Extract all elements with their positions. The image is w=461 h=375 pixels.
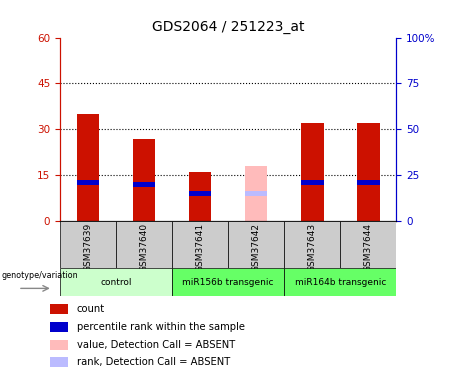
Bar — [245, 166, 267, 221]
Bar — [301, 123, 324, 221]
Bar — [284, 268, 396, 296]
Bar — [301, 180, 324, 185]
Bar — [357, 180, 379, 185]
Bar — [133, 182, 155, 187]
Bar — [60, 268, 172, 296]
Bar — [228, 221, 284, 268]
Bar — [245, 191, 267, 196]
Text: percentile rank within the sample: percentile rank within the sample — [77, 322, 244, 332]
Bar — [116, 221, 172, 268]
Bar — [189, 191, 211, 196]
Text: control: control — [100, 278, 132, 286]
Text: GSM37641: GSM37641 — [195, 223, 205, 272]
Text: GSM37640: GSM37640 — [140, 223, 148, 272]
Text: count: count — [77, 304, 105, 314]
Bar — [77, 180, 99, 185]
Bar — [77, 114, 99, 221]
Bar — [50, 304, 68, 314]
Bar — [357, 123, 379, 221]
Text: GSM37644: GSM37644 — [364, 223, 373, 272]
Text: GSM37639: GSM37639 — [83, 223, 93, 272]
Text: GSM37643: GSM37643 — [308, 223, 317, 272]
Title: GDS2064 / 251223_at: GDS2064 / 251223_at — [152, 20, 304, 34]
Bar — [172, 268, 284, 296]
Text: value, Detection Call = ABSENT: value, Detection Call = ABSENT — [77, 339, 235, 350]
Text: miR156b transgenic: miR156b transgenic — [183, 278, 274, 286]
Bar — [284, 221, 340, 268]
Bar — [50, 339, 68, 350]
Text: genotype/variation: genotype/variation — [1, 272, 78, 280]
Text: GSM37642: GSM37642 — [252, 223, 261, 272]
Bar — [50, 357, 68, 368]
Bar — [340, 221, 396, 268]
Bar — [172, 221, 228, 268]
Text: rank, Detection Call = ABSENT: rank, Detection Call = ABSENT — [77, 357, 230, 368]
Text: miR164b transgenic: miR164b transgenic — [295, 278, 386, 286]
Bar — [60, 221, 116, 268]
Bar — [133, 139, 155, 221]
Bar — [50, 322, 68, 332]
Bar — [189, 172, 211, 221]
